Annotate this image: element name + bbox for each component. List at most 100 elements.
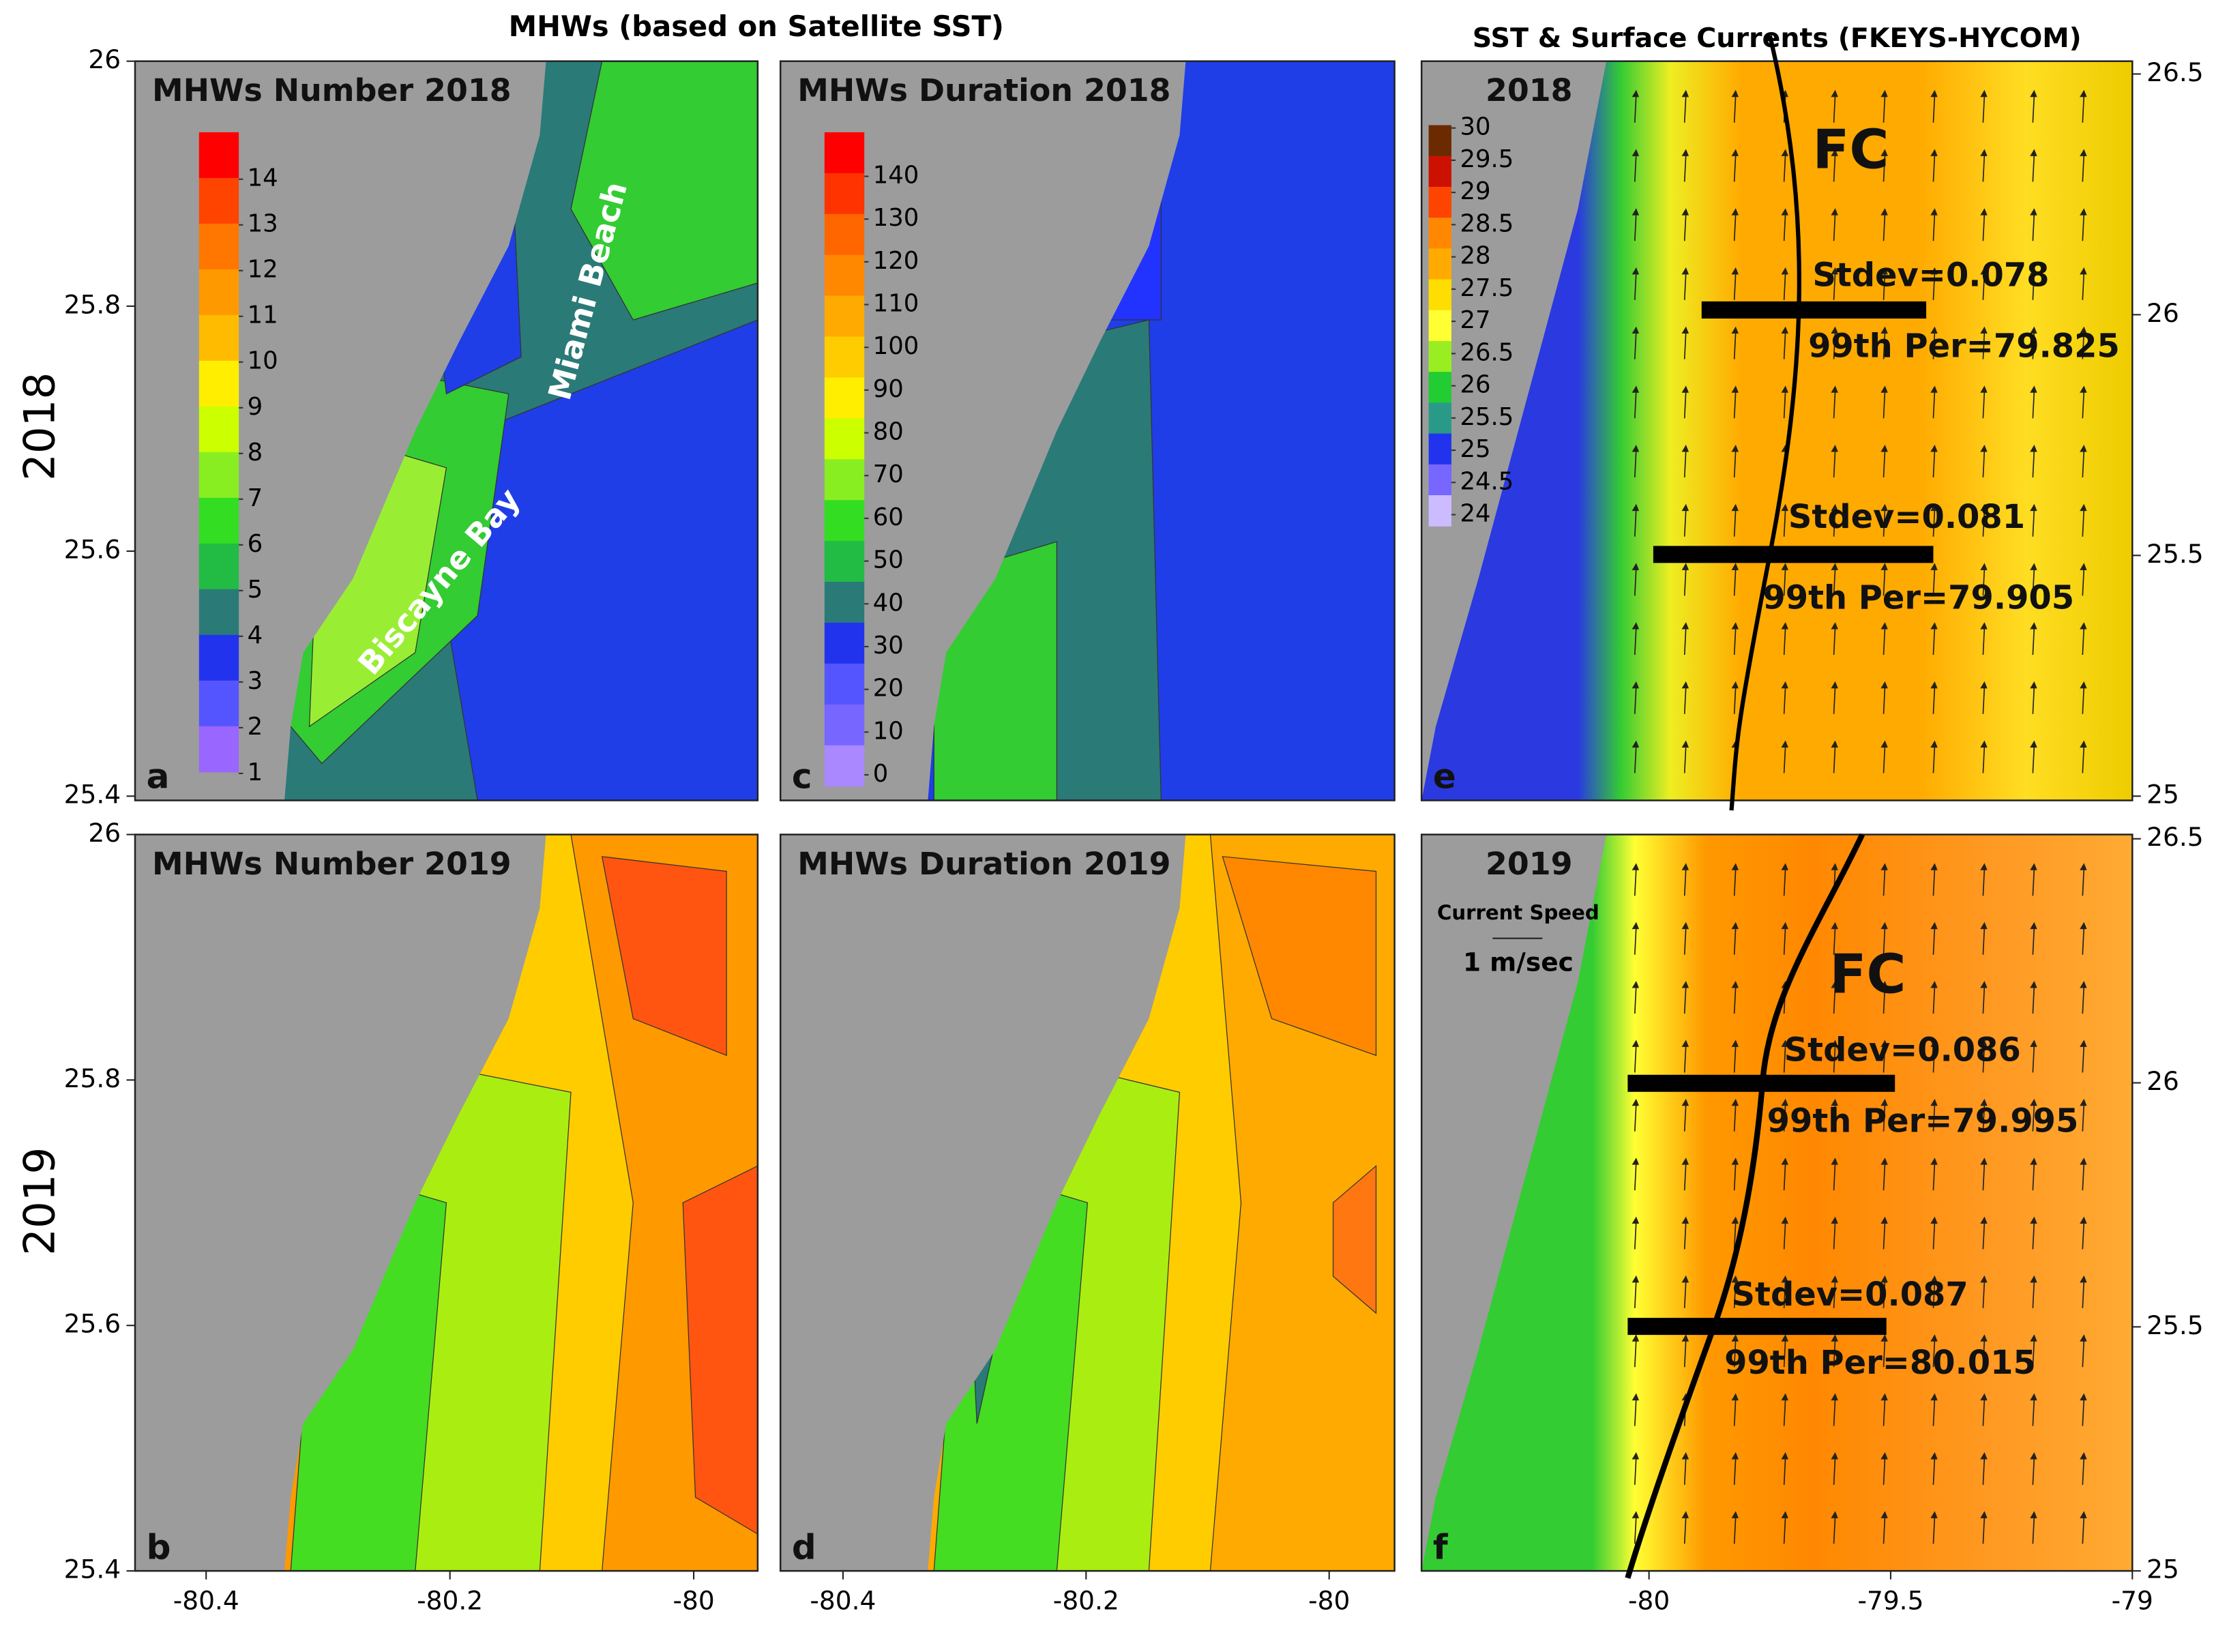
colorbar-bin — [1428, 464, 1451, 496]
current-arrow — [1634, 1515, 1637, 1544]
colorbar-bin — [1428, 279, 1451, 311]
arrow-head — [1632, 1275, 1640, 1283]
colorbar-label: 30 — [1460, 113, 1490, 141]
colorbar-bin — [1428, 248, 1451, 280]
current-arrow — [1982, 1515, 1986, 1544]
map-panel — [134, 834, 758, 1572]
current-arrow — [1683, 507, 1687, 537]
arrow-head — [1731, 149, 1739, 156]
arrow-head — [1781, 503, 1788, 512]
current-arrow — [2032, 1515, 2035, 1544]
arrow-head — [2080, 1157, 2087, 1165]
arrow-head — [1930, 1275, 1938, 1283]
arrow-head — [1632, 1039, 1640, 1047]
current-arrow — [1883, 1515, 1886, 1544]
arrow-head — [1831, 326, 1838, 334]
current-arrow — [1634, 1397, 1637, 1426]
arrow-head — [2030, 89, 2037, 98]
arrow-head — [1781, 681, 1788, 689]
current-arrow — [1833, 1280, 1836, 1308]
current-arrow — [1683, 94, 1687, 123]
current-arrow — [1833, 744, 1836, 773]
current-arrow — [1634, 1280, 1637, 1308]
arrow-head — [2030, 681, 2037, 689]
current-arrow — [1783, 567, 1786, 596]
arrow-head — [2080, 681, 2087, 689]
current-arrow — [1733, 389, 1737, 419]
tick-label: 25.5 — [2146, 539, 2203, 569]
colorbar-label: 140 — [873, 162, 919, 190]
current-arrow — [1982, 212, 1986, 241]
arrow-head — [2080, 385, 2087, 393]
arrow-head — [1681, 1334, 1689, 1342]
arrow-head — [2080, 89, 2087, 98]
current-arrow — [1683, 744, 1687, 773]
arrow-head — [1731, 1039, 1739, 1047]
current-arrow — [1733, 94, 1737, 123]
current-arrow — [1733, 1397, 1737, 1426]
current-arrow — [1833, 507, 1836, 537]
stat-label: Stdev=0.086 — [1784, 1031, 2021, 1069]
arrow-head — [1781, 1157, 1788, 1165]
current-arrow — [1982, 744, 1986, 773]
colorbar-bin — [1428, 372, 1451, 404]
arrow-head — [1980, 267, 1988, 275]
arrow-head — [1681, 208, 1689, 216]
arrow-head — [1880, 1098, 1888, 1106]
arrow-head — [1632, 267, 1640, 275]
current-arrow — [1883, 867, 1886, 896]
arrow-head — [2030, 267, 2037, 275]
arrow-head — [1632, 326, 1640, 334]
arrow-head — [1980, 89, 1988, 98]
contour-region — [682, 1165, 758, 1535]
arrow-head — [2030, 1275, 2037, 1283]
colorbar-label: 50 — [873, 546, 904, 574]
colorbar-bin — [824, 459, 865, 501]
arrow-head — [2030, 981, 2037, 988]
current-arrow — [1733, 1280, 1737, 1308]
arrow-head — [1781, 921, 1788, 930]
arrow-head — [1781, 740, 1788, 748]
current-arrow — [1634, 1162, 1637, 1191]
current-arrow — [1683, 271, 1687, 300]
current-arrow — [2032, 507, 2035, 537]
arrow-head — [1681, 1157, 1689, 1165]
colorbar-bin — [1428, 310, 1451, 342]
panel-letter: e — [1433, 757, 1456, 797]
map-panel — [1421, 834, 2133, 1572]
colorbar-bin — [824, 704, 865, 746]
current-arrow — [1733, 1162, 1737, 1191]
current-arrow — [1634, 389, 1637, 419]
current-arrow — [1733, 685, 1737, 714]
colorbar-label: 25 — [1460, 435, 1490, 463]
tick-label: 25.8 — [64, 1063, 121, 1093]
arrow-head — [1930, 1157, 1938, 1165]
arrow-head — [1980, 1334, 1988, 1342]
arrow-head — [2030, 445, 2037, 452]
current-arrow — [1883, 1162, 1886, 1191]
tick-label: 25.4 — [64, 780, 121, 810]
fc-label: FC — [1829, 942, 1906, 1005]
current-arrow — [1883, 1220, 1886, 1250]
arrow-head — [1831, 622, 1838, 630]
arrow-head — [1632, 921, 1640, 930]
arrow-head — [1632, 1452, 1640, 1460]
arrow-head — [2080, 1039, 2087, 1047]
current-arrow — [1932, 389, 1936, 419]
land — [780, 61, 1186, 801]
current-arrow — [1982, 985, 1986, 1014]
arrow-head — [1880, 681, 1888, 689]
colorbar-label: 40 — [873, 589, 904, 617]
panel-title: 2018 — [1486, 72, 1573, 108]
current-arrow — [1932, 1220, 1936, 1250]
current-arrow — [1634, 449, 1637, 477]
arrow-head — [2080, 1334, 2087, 1342]
arrow-head — [1930, 1334, 1938, 1342]
colorbar-bin — [1428, 186, 1451, 218]
arrow-head — [1930, 740, 1938, 748]
arrow-head — [1632, 208, 1640, 216]
arrow-head — [1681, 1511, 1689, 1518]
colorbar-label: 70 — [873, 460, 904, 488]
arrow-head — [1731, 1098, 1739, 1106]
tick-label: 25.4 — [64, 1554, 121, 1584]
